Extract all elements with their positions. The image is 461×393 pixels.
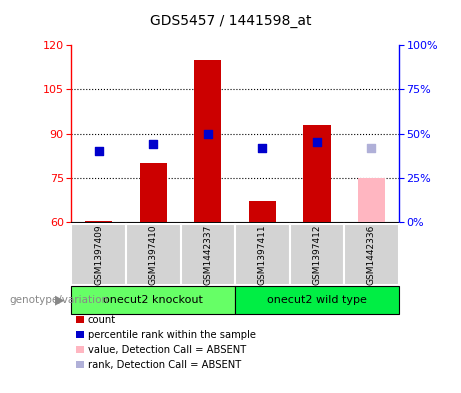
Text: GSM1397409: GSM1397409 <box>94 224 103 285</box>
Text: rank, Detection Call = ABSENT: rank, Detection Call = ABSENT <box>88 360 241 370</box>
Bar <box>358 178 385 222</box>
Text: GSM1442337: GSM1442337 <box>203 224 213 285</box>
Text: GDS5457 / 1441598_at: GDS5457 / 1441598_at <box>150 14 311 28</box>
Bar <box>194 60 221 222</box>
Text: count: count <box>88 315 116 325</box>
Point <box>259 145 266 151</box>
Bar <box>85 220 112 222</box>
Bar <box>303 125 331 222</box>
Text: genotype/variation: genotype/variation <box>9 295 108 305</box>
Text: onecut2 wild type: onecut2 wild type <box>267 295 367 305</box>
Bar <box>249 201 276 222</box>
Text: GSM1397411: GSM1397411 <box>258 224 267 285</box>
Text: GSM1397412: GSM1397412 <box>313 224 321 285</box>
Text: percentile rank within the sample: percentile rank within the sample <box>88 330 255 340</box>
Point <box>149 141 157 147</box>
Point <box>204 130 212 137</box>
Text: GSM1442336: GSM1442336 <box>367 224 376 285</box>
Point <box>95 148 102 154</box>
Text: GSM1397410: GSM1397410 <box>149 224 158 285</box>
Bar <box>140 163 167 222</box>
Point <box>368 145 375 151</box>
Text: ▶: ▶ <box>55 294 65 307</box>
Text: onecut2 knockout: onecut2 knockout <box>103 295 203 305</box>
Point <box>313 139 321 145</box>
Text: value, Detection Call = ABSENT: value, Detection Call = ABSENT <box>88 345 246 355</box>
